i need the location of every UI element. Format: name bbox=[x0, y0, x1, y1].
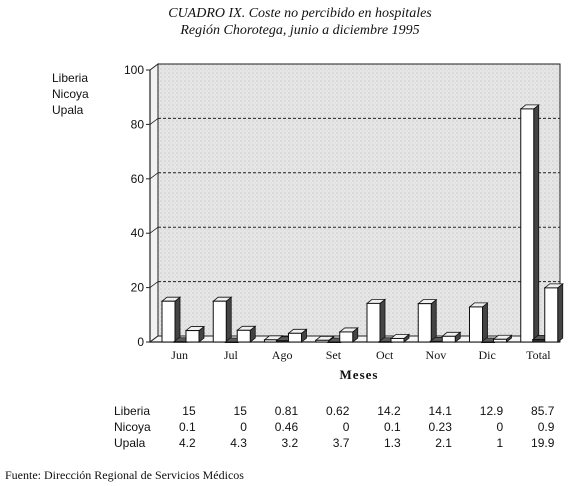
y-tick-label: 80 bbox=[131, 117, 145, 131]
source-note: Fuente: Dirección Regional de Servicios … bbox=[5, 468, 244, 482]
y-tick-label: 40 bbox=[131, 226, 145, 240]
legend-entry-liberia: Liberia bbox=[52, 71, 89, 85]
gridline-side bbox=[149, 226, 159, 234]
bar-liberia-nov bbox=[417, 303, 432, 343]
chart-subtitle: Región Chorotega, junio a diciembre 1995 bbox=[180, 23, 420, 38]
table-cell: 0.46 bbox=[274, 420, 299, 434]
table-cell: 15 bbox=[182, 404, 196, 418]
table-row-label: Nicoya bbox=[114, 420, 151, 434]
gridline-side bbox=[149, 172, 159, 180]
bar-nicoya-oct bbox=[378, 341, 393, 343]
table-cell: 19.9 bbox=[531, 436, 555, 450]
y-tick-label: 20 bbox=[131, 281, 145, 295]
bar-upala-set bbox=[339, 331, 354, 343]
bar-upala-jun bbox=[185, 330, 200, 343]
bar-nicoya-set bbox=[327, 341, 342, 343]
table-cell: 15 bbox=[233, 404, 247, 418]
x-tick-label: Oct bbox=[376, 348, 394, 362]
bar-nicoya-dic bbox=[481, 341, 495, 343]
x-tick-label: Dic bbox=[478, 348, 495, 362]
bar-liberia-dic bbox=[469, 306, 483, 343]
table-cell: 12.9 bbox=[479, 404, 504, 418]
legend-entry-upala: Upala bbox=[52, 103, 84, 117]
bar-nicoya-nov bbox=[429, 340, 444, 343]
x-tick-label: Ago bbox=[272, 348, 293, 362]
table-row-label: Upala bbox=[114, 436, 146, 450]
bar-liberia-oct bbox=[366, 302, 381, 343]
bar-nicoya-jun bbox=[173, 341, 188, 343]
table-cell: 0.23 bbox=[428, 420, 452, 434]
gridline-side bbox=[149, 118, 159, 125]
table-cell: 1 bbox=[496, 436, 504, 450]
legend-entry-nicoya: Nicoya bbox=[52, 87, 89, 101]
bar-nicoya-ago bbox=[276, 340, 290, 343]
bar-side bbox=[174, 296, 181, 343]
bar-side bbox=[379, 298, 386, 343]
bar-side bbox=[430, 298, 437, 343]
table-cell: 0.81 bbox=[274, 404, 299, 418]
table-cell: 3.2 bbox=[281, 436, 299, 450]
bar-liberia-jun bbox=[161, 300, 176, 343]
bar-upala-total bbox=[544, 287, 559, 343]
x-tick-label: Jul bbox=[224, 348, 239, 362]
bar-liberia-jul bbox=[212, 300, 227, 343]
x-tick-label: Set bbox=[326, 348, 342, 362]
table-cell: 1.3 bbox=[383, 436, 401, 450]
table-cell: 0 bbox=[240, 420, 247, 434]
y-tick-label: 0 bbox=[137, 335, 144, 349]
table-cell: 2.1 bbox=[435, 436, 452, 450]
x-tick-label: Jun bbox=[171, 348, 188, 362]
table-cell: 0.1 bbox=[178, 420, 196, 434]
x-axis-label: Meses bbox=[340, 367, 379, 382]
bar-upala-dic bbox=[493, 338, 507, 343]
bar-liberia-ago bbox=[264, 339, 278, 343]
table-cell: 14.2 bbox=[377, 404, 401, 418]
table-cell: 0.1 bbox=[383, 420, 401, 434]
x-tick-label: Total bbox=[526, 348, 551, 362]
gridline-side bbox=[149, 281, 159, 288]
chart-title: CUADRO IX. Coste no percibido en hospita… bbox=[168, 6, 432, 21]
y-tick-label: 60 bbox=[131, 172, 145, 186]
bar-upala-oct bbox=[390, 337, 405, 343]
bar-side bbox=[225, 296, 232, 343]
bar-upala-jul bbox=[236, 329, 251, 343]
table-cell: 0 bbox=[496, 420, 504, 434]
table-cell: 0.9 bbox=[537, 420, 555, 434]
y-tick-label: 100 bbox=[124, 63, 144, 77]
bar-upala-ago bbox=[288, 332, 302, 343]
table-cell: 14.1 bbox=[428, 404, 452, 418]
bar-nicoya-jul bbox=[224, 341, 239, 343]
bar-liberia-total bbox=[520, 108, 535, 343]
bar-side bbox=[557, 283, 564, 343]
bar-nicoya-total bbox=[532, 339, 547, 343]
bar-upala-nov bbox=[441, 335, 456, 343]
table-cell: 85.7 bbox=[531, 404, 555, 418]
bar-liberia-set bbox=[315, 339, 330, 343]
table-row-label: Liberia bbox=[114, 404, 151, 418]
bar-side bbox=[482, 302, 488, 343]
bar-side bbox=[533, 104, 540, 343]
x-tick-label: Nov bbox=[426, 348, 447, 362]
plot-back-wall bbox=[157, 63, 561, 337]
table-cell: 3.7 bbox=[332, 436, 350, 450]
table-cell: 0.62 bbox=[326, 404, 350, 418]
table-cell: 0 bbox=[342, 420, 350, 434]
plot-side-wall bbox=[149, 63, 159, 343]
table-cell: 4.2 bbox=[178, 436, 196, 450]
table-cell: 4.3 bbox=[230, 436, 247, 450]
legend: Liberia Nicoya Upala bbox=[52, 70, 89, 118]
